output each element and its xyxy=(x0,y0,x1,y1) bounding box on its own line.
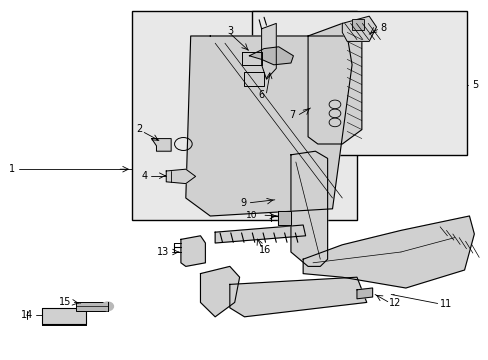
Polygon shape xyxy=(307,23,361,144)
Polygon shape xyxy=(356,288,372,299)
Text: 6: 6 xyxy=(258,90,264,100)
Polygon shape xyxy=(181,236,205,266)
Text: 11: 11 xyxy=(439,299,451,309)
Polygon shape xyxy=(342,16,376,41)
Text: 7: 7 xyxy=(289,110,295,120)
Circle shape xyxy=(102,302,113,311)
Text: 10: 10 xyxy=(245,211,257,220)
Text: 13: 13 xyxy=(156,247,169,257)
Polygon shape xyxy=(215,225,305,243)
Text: 15: 15 xyxy=(59,297,71,307)
Bar xyxy=(41,308,85,324)
Polygon shape xyxy=(151,139,171,151)
Polygon shape xyxy=(242,52,261,65)
Bar xyxy=(76,302,107,311)
Polygon shape xyxy=(277,211,290,225)
Polygon shape xyxy=(166,169,195,184)
Text: 1: 1 xyxy=(9,164,15,174)
Text: 3: 3 xyxy=(227,26,233,36)
Text: 4: 4 xyxy=(141,171,147,181)
Polygon shape xyxy=(290,151,327,266)
Text: 9: 9 xyxy=(240,198,246,208)
Text: 14: 14 xyxy=(20,310,33,320)
Polygon shape xyxy=(185,36,351,216)
Bar xyxy=(132,11,356,220)
Text: 8: 8 xyxy=(380,23,386,33)
Bar xyxy=(244,72,264,86)
Polygon shape xyxy=(261,23,276,79)
Text: 16: 16 xyxy=(259,245,271,255)
Text: 2: 2 xyxy=(136,124,142,134)
Text: 12: 12 xyxy=(388,298,401,308)
Bar xyxy=(351,19,364,30)
Polygon shape xyxy=(303,216,473,288)
Text: 5: 5 xyxy=(471,80,477,90)
Polygon shape xyxy=(200,266,239,317)
Polygon shape xyxy=(229,277,366,317)
Bar xyxy=(251,11,466,155)
Polygon shape xyxy=(249,47,293,65)
